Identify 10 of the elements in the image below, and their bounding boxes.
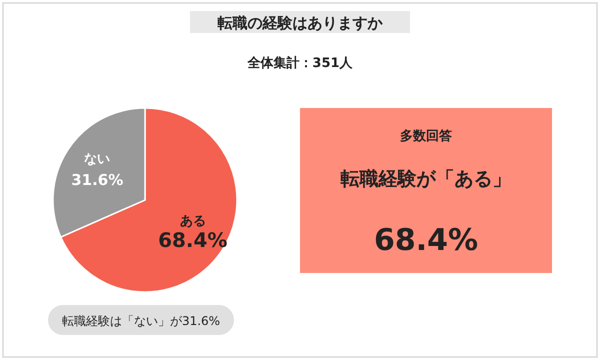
text: 転職経験は「ない」が31.6% <box>62 314 220 328</box>
data-label: 31.6% <box>71 170 124 189</box>
data-label: 68.4% <box>158 228 228 252</box>
text: 多数回答 <box>400 129 452 144</box>
text: 転職経験が「ある」 <box>340 168 512 190</box>
slice-label: ない <box>84 152 110 167</box>
text: 68.4% <box>374 223 478 258</box>
text: 転職の経験はありますか <box>218 14 384 32</box>
slice-label: ある <box>180 214 206 230</box>
text: 全体集計：351人 <box>246 55 354 71</box>
